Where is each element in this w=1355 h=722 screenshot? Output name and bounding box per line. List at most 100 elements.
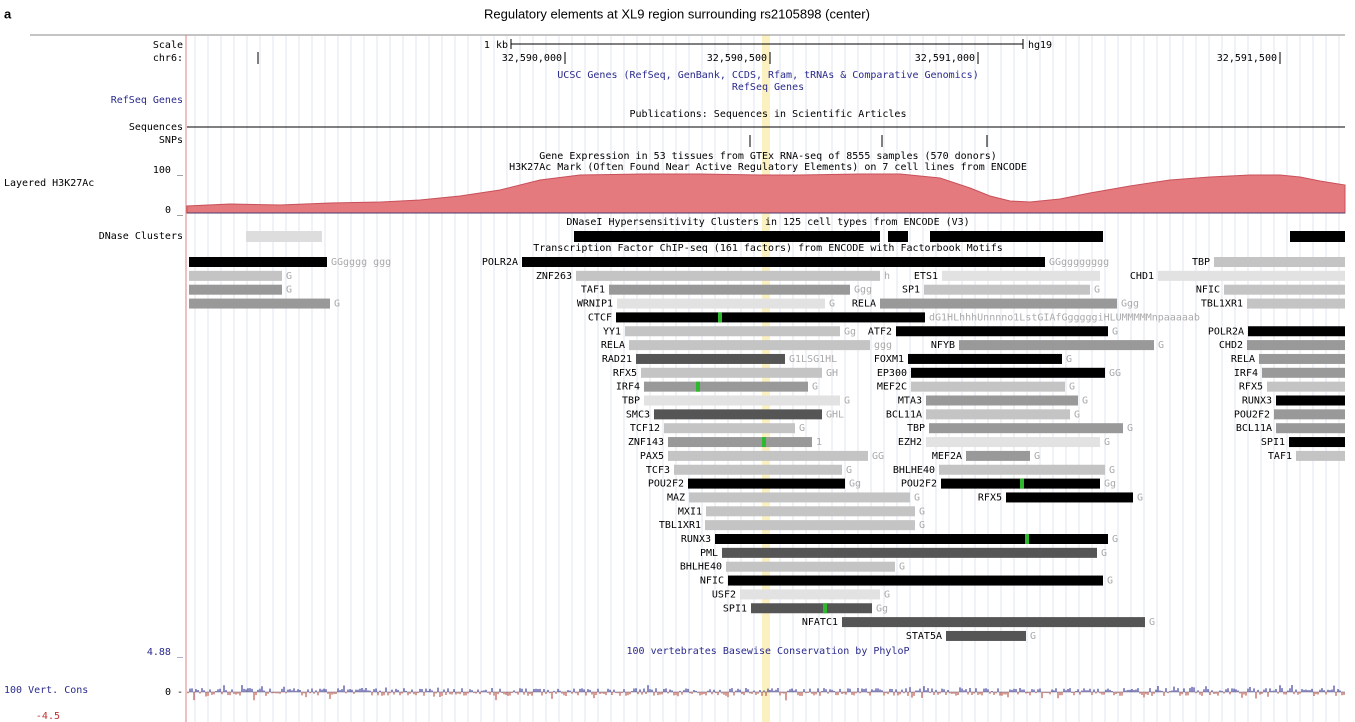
tf-motif-text: G1LSG1HL <box>789 354 837 365</box>
tf-motif-text: G <box>1112 534 1118 545</box>
tf-bar <box>842 617 1145 628</box>
tf-bar <box>726 561 895 572</box>
tf-label: RELA <box>852 299 876 310</box>
tf-motif-text: G <box>1107 576 1113 587</box>
tf-bar <box>1214 257 1345 267</box>
tf-label: BHLHE40 <box>893 465 935 476</box>
tf-bar <box>616 312 925 323</box>
tf-motif-text: G <box>286 271 292 282</box>
tf-motif-text: Gg <box>876 603 888 614</box>
tf-motif-text: GGgggg ggg <box>331 257 391 268</box>
tf-bar <box>715 534 1108 544</box>
tf-motif-text: G <box>1101 548 1107 559</box>
tf-bar <box>1006 492 1133 503</box>
tf-label: IRF4 <box>616 382 640 393</box>
motif-mark <box>823 603 827 614</box>
tf-motif-text: G <box>1066 354 1072 365</box>
tf-bar <box>617 298 825 309</box>
tf-motif-text: G <box>334 299 340 310</box>
tf-label: TBP <box>622 396 640 407</box>
tf-label: POU2F2 <box>149 285 185 296</box>
tf-label: ZNF263 <box>536 271 572 282</box>
ruler-ticks <box>257 52 1281 64</box>
tf-label: POU2F2 <box>648 479 684 490</box>
track-title: DNaseI Hypersensitivity Clusters in 125 … <box>566 217 969 228</box>
tf-bar <box>1289 437 1345 448</box>
tf-bar <box>1276 423 1345 434</box>
tf-label: STAT5A <box>906 631 942 642</box>
tf-bar <box>926 395 1078 406</box>
ruler-position: 32,590,500 <box>707 53 767 64</box>
tf-label: RFX5 <box>978 492 1002 503</box>
tf-motif-text: dG1HLhhhUnnnno1LstGIAfGgggggiHLUMMMMMnpa… <box>929 312 1200 323</box>
motif-mark <box>1025 534 1029 544</box>
motif-mark <box>1020 478 1024 489</box>
tf-motif-text: Gg <box>1104 479 1116 490</box>
tf-label: SPI1 <box>1261 437 1285 448</box>
tf-bar <box>636 353 785 364</box>
side-labels: Scale chr6: RefSeq Genes Sequences SNPs … <box>36 40 184 722</box>
tf-label: CHD1 <box>1130 271 1154 282</box>
tf-bar <box>689 492 910 503</box>
tf-label: BCL11A <box>1236 423 1272 434</box>
tf-bar <box>911 367 1105 378</box>
tf-motif-text: G <box>1127 423 1133 434</box>
tf-bar <box>959 340 1154 351</box>
tf-motif-text: Ggg <box>854 285 872 296</box>
tf-bar <box>189 284 282 295</box>
side-label: DNase Clusters <box>99 231 183 242</box>
tf-bar <box>189 270 282 281</box>
tf-bar <box>576 270 880 281</box>
side-label: -4.5 <box>36 711 60 722</box>
tf-label: TAF1 <box>161 271 185 282</box>
tf-label: BCL11A <box>886 409 922 420</box>
side-label: 0 _ <box>165 205 184 216</box>
tf-label: TBP <box>167 299 185 310</box>
tf-label: POLR2A <box>149 257 185 268</box>
tf-label: TCF3 <box>646 465 670 476</box>
highlight-column <box>762 35 770 722</box>
tf-label: POU2F2 <box>1234 409 1270 420</box>
tf-motif-text: 1 <box>816 437 822 448</box>
tf-label: RFX5 <box>1239 382 1263 393</box>
tf-label: EP300 <box>877 368 907 379</box>
tf-motif-text: G <box>919 506 925 517</box>
tf-bar <box>880 298 1117 309</box>
dnase-clusters <box>246 231 1345 242</box>
tf-motif-text: G <box>1104 437 1110 448</box>
tf-bar <box>728 575 1103 586</box>
tf-motif-text: G <box>1082 396 1088 407</box>
side-label: 0 - <box>165 687 183 698</box>
tf-label: WRNIP1 <box>577 299 613 310</box>
tf-motif-text: G <box>286 285 292 296</box>
tf-bar <box>911 381 1065 392</box>
tf-bar <box>924 284 1090 295</box>
tf-bar <box>1296 450 1345 461</box>
tf-bar <box>522 257 1045 267</box>
tf-motif-text: h <box>884 271 890 282</box>
tf-bar <box>1247 340 1345 351</box>
tf-bar <box>1224 284 1345 295</box>
tf-label: RUNX3 <box>681 534 711 545</box>
tf-label: TAF1 <box>581 285 605 296</box>
motif-mark <box>762 437 766 448</box>
track-title: Publications: Sequences in Scientific Ar… <box>630 109 907 120</box>
tf-label: PML <box>700 548 718 559</box>
tf-motif-text: GH <box>826 368 838 379</box>
h3k27ac-signal <box>186 173 1346 214</box>
tf-label: MTA3 <box>898 396 922 407</box>
tf-label: MEF2A <box>932 451 962 462</box>
tf-bar <box>926 409 1070 420</box>
side-label: Scale <box>153 40 183 51</box>
side-label: SNPs <box>159 135 183 146</box>
tf-bar <box>942 270 1100 281</box>
tf-label: ZNF143 <box>628 437 664 448</box>
tf-bar <box>1259 353 1345 364</box>
tf-bar <box>674 464 842 475</box>
tf-label: YY1 <box>603 326 621 337</box>
tf-label: MEF2C <box>877 382 907 393</box>
tf-label: EZH2 <box>898 437 922 448</box>
ruler-position: 32,591,500 <box>1217 53 1277 64</box>
side-label: 4.88 _ <box>147 647 184 658</box>
tf-bar <box>705 520 915 531</box>
